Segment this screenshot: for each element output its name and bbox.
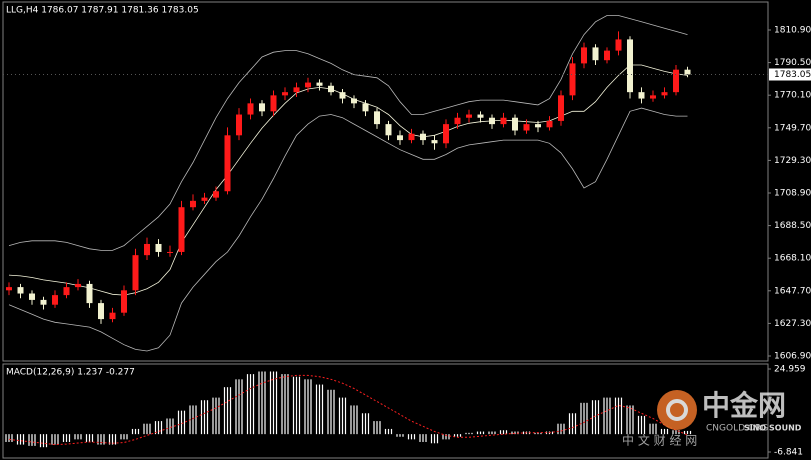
watermark-logo-ring xyxy=(666,399,688,421)
candle-body xyxy=(63,287,70,296)
main-panel xyxy=(2,1,769,362)
candle-body xyxy=(443,124,449,144)
y-tick-label: 1668.10 xyxy=(774,254,811,264)
candle-body xyxy=(604,50,610,61)
candle-body xyxy=(328,85,334,93)
candle-body xyxy=(201,197,208,201)
y-tick-label: 1749.70 xyxy=(774,123,811,133)
candle-body xyxy=(86,283,93,304)
candle-body xyxy=(305,82,311,88)
candle-body xyxy=(6,287,12,291)
candle-body xyxy=(316,82,323,86)
candle-body xyxy=(535,124,541,128)
candle-body xyxy=(132,255,139,291)
candle-body xyxy=(558,95,564,121)
y-tick-label: 1708.90 xyxy=(774,188,811,198)
candle-body xyxy=(650,95,656,99)
candle-body xyxy=(627,39,633,93)
last-price-label: 1783.05 xyxy=(774,70,811,80)
candle-body xyxy=(420,133,426,141)
candle-body xyxy=(431,140,438,144)
y-tick-label: 1790.50 xyxy=(774,58,811,68)
candle-body xyxy=(144,243,150,256)
last-price-box xyxy=(769,68,811,81)
candle-body xyxy=(109,312,116,320)
watermark-sub: 中 文 财 经 网 xyxy=(622,433,697,448)
candle-body xyxy=(362,103,369,112)
y-tick-label: 1606.90 xyxy=(774,351,811,361)
candle-body xyxy=(569,63,576,96)
macd-panel xyxy=(2,363,769,459)
candle-body xyxy=(224,135,231,192)
candle-body xyxy=(592,47,599,61)
candle-body xyxy=(98,303,104,320)
candle-body xyxy=(408,133,415,141)
candle-body xyxy=(673,69,679,93)
candle-body xyxy=(155,243,162,252)
candle-body xyxy=(259,103,265,112)
candle-body xyxy=(40,299,47,305)
candle-body xyxy=(477,114,484,118)
candle-body xyxy=(684,69,691,75)
candle-body xyxy=(293,87,300,93)
macd-title: MACD(12,26,9) 1.237 -0.277 xyxy=(6,368,135,378)
y-tick-label: 1647.70 xyxy=(774,286,811,296)
y-tick-label: 1810.90 xyxy=(774,25,811,35)
candle-body xyxy=(213,191,219,198)
candle-body xyxy=(351,98,357,104)
candle-body xyxy=(236,114,242,136)
candle-body xyxy=(512,117,518,131)
y-tick-label: 24.959 xyxy=(774,365,806,375)
candle-body xyxy=(615,39,622,51)
candle-body xyxy=(454,117,461,125)
candle-body xyxy=(581,47,587,64)
candle-body xyxy=(52,295,58,305)
y-tick-label: 1770.10 xyxy=(774,91,811,101)
candle-body xyxy=(190,200,196,208)
y-tick-label: 1627.30 xyxy=(774,319,811,329)
y-tick-label: 1729.30 xyxy=(774,156,811,166)
indicator-line xyxy=(8,107,688,352)
candle-body xyxy=(385,124,392,136)
candle-body xyxy=(167,251,173,253)
candle-body xyxy=(75,283,81,288)
candle-body xyxy=(638,92,645,99)
candle-body xyxy=(178,207,185,252)
candle-body xyxy=(466,114,472,118)
candle-body xyxy=(374,111,380,125)
candle-body xyxy=(17,287,24,294)
y-tick-label: 1688.50 xyxy=(774,221,811,231)
watermark-url: CNGOLD.ORG xyxy=(706,424,768,434)
candle-body xyxy=(282,92,288,96)
candle-body xyxy=(523,124,530,131)
candle-body xyxy=(339,92,346,99)
candle-body xyxy=(121,290,127,313)
candle-body xyxy=(546,120,553,128)
candle-body xyxy=(489,117,495,125)
indicator-line xyxy=(8,64,688,296)
candle-body xyxy=(661,92,668,96)
watermark-brand: SINO SOUND xyxy=(744,424,802,433)
y-tick-label: -6.841 xyxy=(774,448,803,458)
signal-line xyxy=(8,374,688,446)
watermark: 中金网 CNGOLD.ORG SINO SOUND 中 文 财 经 网 xyxy=(622,389,802,448)
candle-body xyxy=(270,95,277,112)
candle-body xyxy=(247,103,254,115)
candle-body xyxy=(29,293,35,300)
chart-title: LLG,H4 1786.07 1787.91 1781.36 1783.05 xyxy=(6,6,199,16)
candle-body xyxy=(500,117,507,125)
indicator-line xyxy=(8,15,688,251)
watermark-logo: 中金网 xyxy=(702,389,786,422)
candle-body xyxy=(397,135,403,141)
watermark-logo-icon xyxy=(657,390,697,430)
